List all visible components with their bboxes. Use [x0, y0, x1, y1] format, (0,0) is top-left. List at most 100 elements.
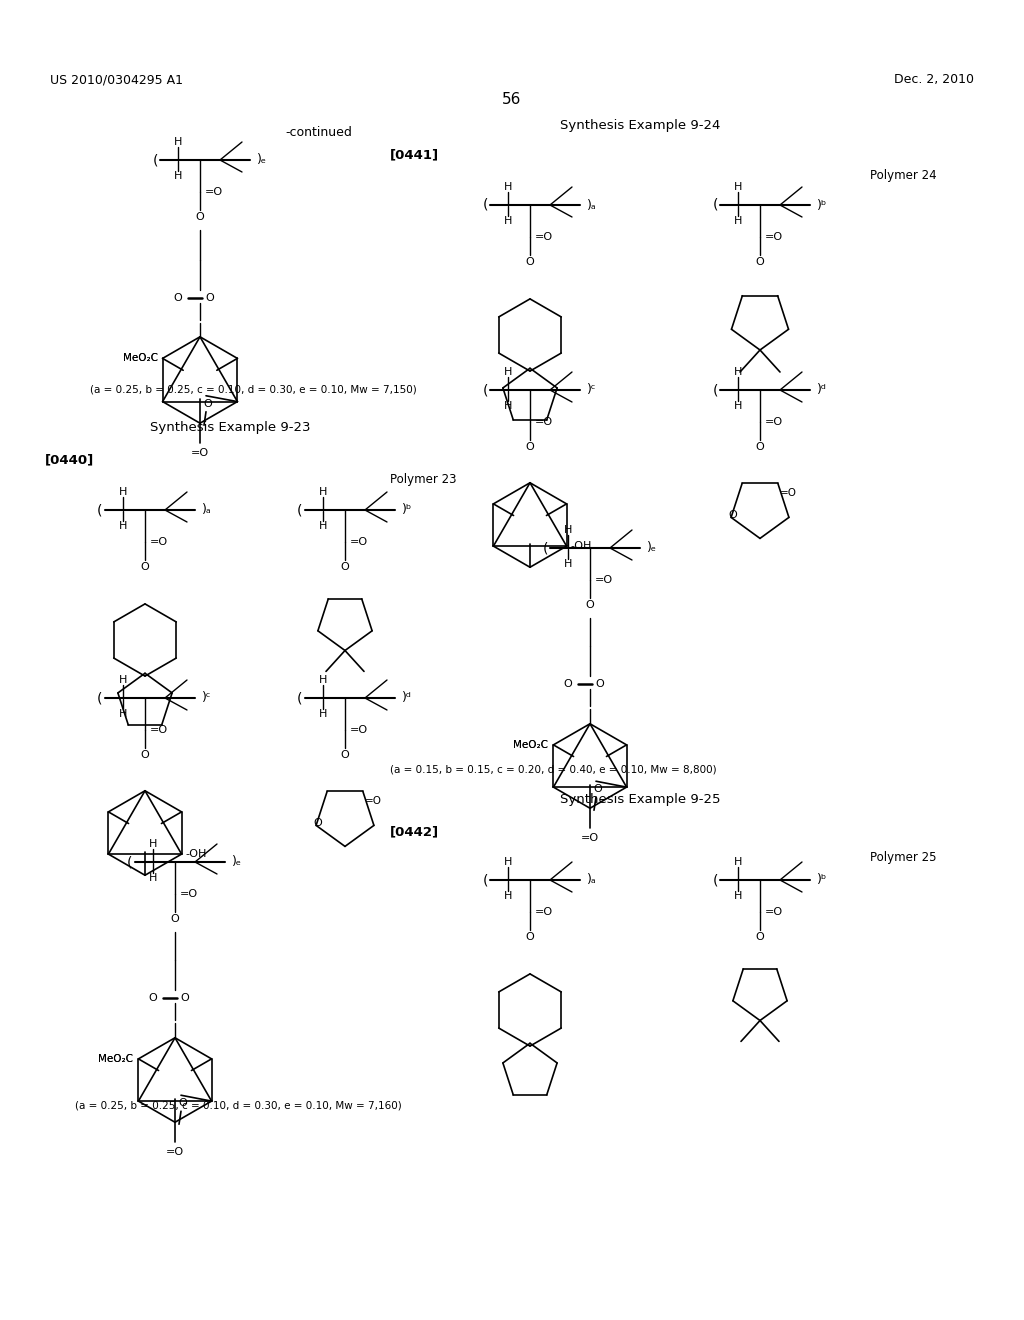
Text: (: (	[127, 855, 133, 869]
Text: O: O	[729, 511, 737, 520]
Text: 56: 56	[503, 92, 521, 107]
Text: )ᵇ: )ᵇ	[402, 503, 413, 516]
Text: =O: =O	[765, 907, 783, 917]
Text: )ᵈ: )ᵈ	[817, 384, 826, 396]
Text: H: H	[734, 182, 742, 191]
Text: Synthesis Example 9-24: Synthesis Example 9-24	[560, 119, 720, 132]
Text: )ᶜ: )ᶜ	[202, 692, 212, 705]
Text: O: O	[148, 993, 157, 1003]
Text: O: O	[525, 442, 535, 451]
Text: O: O	[594, 784, 602, 795]
Text: (: (	[543, 541, 548, 554]
Text: Dec. 2, 2010: Dec. 2, 2010	[894, 74, 974, 87]
Text: O: O	[171, 913, 179, 924]
Text: O: O	[756, 932, 764, 942]
Text: H: H	[504, 857, 512, 867]
Text: Polymer 25: Polymer 25	[870, 851, 937, 865]
Text: H: H	[148, 840, 158, 849]
Text: Synthesis Example 9-25: Synthesis Example 9-25	[560, 793, 720, 807]
Text: O: O	[180, 993, 188, 1003]
Text: )ₑ: )ₑ	[257, 153, 267, 166]
Text: O: O	[205, 293, 214, 304]
Text: =O: =O	[535, 907, 553, 917]
Text: [0442]: [0442]	[390, 825, 439, 838]
Text: H: H	[504, 891, 512, 902]
Text: )ₐ: )ₐ	[587, 198, 597, 211]
Text: -OH: -OH	[185, 849, 207, 859]
Text: (: (	[482, 873, 487, 887]
Text: (: (	[482, 383, 487, 397]
Text: H: H	[734, 891, 742, 902]
Text: H: H	[734, 367, 742, 378]
Text: O: O	[140, 562, 150, 572]
Text: MeO₂C: MeO₂C	[98, 1053, 133, 1064]
Text: )ᵇ: )ᵇ	[817, 874, 827, 887]
Text: =O: =O	[581, 833, 599, 843]
Text: Synthesis Example 9-23: Synthesis Example 9-23	[150, 421, 310, 434]
Text: O: O	[313, 818, 323, 829]
Text: )ᵈ: )ᵈ	[402, 692, 412, 705]
Text: =O: =O	[780, 488, 797, 499]
Text: MeO₂C: MeO₂C	[123, 354, 158, 363]
Text: Polymer 23: Polymer 23	[390, 474, 457, 487]
Text: O: O	[341, 750, 349, 760]
Text: H: H	[504, 401, 512, 411]
Text: =O: =O	[350, 537, 368, 546]
Text: (: (	[153, 153, 158, 168]
Text: =O: =O	[150, 725, 168, 735]
Text: H: H	[734, 401, 742, 411]
Text: O: O	[525, 257, 535, 267]
Text: (: (	[97, 503, 102, 517]
Text: H: H	[318, 709, 328, 719]
Text: =O: =O	[166, 1147, 184, 1158]
Text: MeO₂C: MeO₂C	[123, 354, 158, 363]
Text: =O: =O	[765, 232, 783, 242]
Text: (a = 0.25, b = 0.25, c = 0.10, d = 0.30, e = 0.10, Mw = 7,160): (a = 0.25, b = 0.25, c = 0.10, d = 0.30,…	[75, 1100, 401, 1110]
Text: US 2010/0304295 A1: US 2010/0304295 A1	[50, 74, 183, 87]
Text: H: H	[734, 857, 742, 867]
Text: =O: =O	[365, 796, 382, 807]
Text: (: (	[713, 873, 718, 887]
Text: =O: =O	[190, 449, 209, 458]
Text: H: H	[504, 216, 512, 226]
Text: =O: =O	[350, 725, 368, 735]
Text: =O: =O	[765, 417, 783, 426]
Text: O: O	[595, 678, 604, 689]
Text: H: H	[119, 675, 127, 685]
Text: O: O	[341, 562, 349, 572]
Text: =O: =O	[535, 232, 553, 242]
Text: O: O	[173, 293, 182, 304]
Text: =O: =O	[205, 187, 223, 197]
Text: [0441]: [0441]	[390, 149, 439, 161]
Text: )ᵇ: )ᵇ	[817, 198, 827, 211]
Text: =O: =O	[180, 888, 198, 899]
Text: (: (	[713, 383, 718, 397]
Text: H: H	[119, 521, 127, 531]
Text: =O: =O	[535, 417, 553, 426]
Text: O: O	[756, 257, 764, 267]
Text: O: O	[196, 213, 205, 222]
Text: O: O	[178, 1098, 187, 1109]
Text: )ₐ: )ₐ	[202, 503, 212, 516]
Text: O: O	[563, 678, 572, 689]
Text: (a = 0.15, b = 0.15, c = 0.20, d = 0.40, e = 0.10, Mw = 8,800): (a = 0.15, b = 0.15, c = 0.20, d = 0.40,…	[390, 766, 717, 775]
Text: H: H	[564, 558, 572, 569]
Text: )ₑ: )ₑ	[647, 541, 657, 554]
Text: H: H	[119, 709, 127, 719]
Text: (: (	[97, 690, 102, 705]
Text: O: O	[525, 932, 535, 942]
Text: (: (	[482, 198, 487, 213]
Text: H: H	[318, 487, 328, 498]
Text: -continued: -continued	[285, 127, 352, 140]
Text: =O: =O	[595, 576, 613, 585]
Text: O: O	[756, 442, 764, 451]
Text: (a = 0.25, b = 0.25, c = 0.10, d = 0.30, e = 0.10, Mw = 7,150): (a = 0.25, b = 0.25, c = 0.10, d = 0.30,…	[90, 385, 417, 395]
Text: [0440]: [0440]	[45, 454, 94, 466]
Text: H: H	[148, 873, 158, 883]
Text: =O: =O	[150, 537, 168, 546]
Text: H: H	[174, 137, 182, 147]
Text: H: H	[318, 675, 328, 685]
Text: MeO₂C: MeO₂C	[98, 1053, 133, 1064]
Text: (: (	[297, 503, 303, 517]
Text: (: (	[297, 690, 303, 705]
